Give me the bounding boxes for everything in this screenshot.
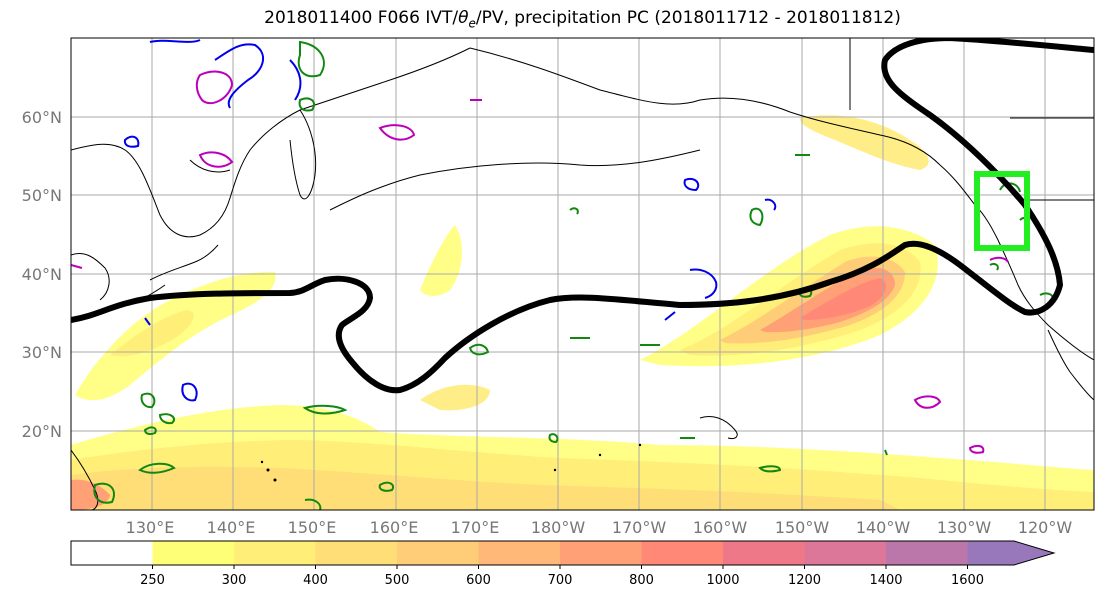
lon-label: 120°W — [1018, 518, 1073, 537]
lon-labels: 130°E 140°E 150°E 160°E 170°E 180°W 170°… — [126, 518, 1073, 537]
map-title: 2018011400 F066 IVT/θe/PV, precipitation… — [264, 8, 901, 31]
highlight-box — [974, 171, 1030, 251]
colorbar-segment — [478, 541, 561, 565]
ivt-patch-170e — [420, 225, 462, 296]
colorbar-segment — [560, 541, 642, 565]
lon-label: 150°W — [775, 518, 830, 537]
colorbar-segment — [804, 541, 887, 565]
map-border — [70, 37, 1095, 511]
colorbar-label: 1600 — [951, 573, 984, 588]
lat-label-40: 40°N — [22, 265, 62, 284]
colorbar-label: 500 — [385, 573, 410, 588]
pv-contours-blue — [123, 39, 777, 402]
islands — [260, 443, 642, 482]
colorbar-border — [70, 540, 1056, 566]
lon-label: 170°E — [451, 518, 500, 537]
colorbar-segment — [641, 541, 724, 565]
colorbar-label: 1200 — [788, 573, 821, 588]
lat-label-50: 50°N — [22, 186, 62, 205]
lat-label-20: 20°N — [22, 422, 62, 441]
colorbar-label: 250 — [140, 573, 165, 588]
lon-label: 160°E — [370, 518, 419, 537]
colorbar-segment — [234, 541, 316, 565]
colorbar-label: 700 — [548, 573, 573, 588]
colorbar-label: 400 — [303, 573, 328, 588]
lat-label-30: 30°N — [22, 343, 62, 362]
pv-contours-magenta — [71, 70, 1009, 454]
colorbar-extension — [967, 541, 1054, 565]
lon-label: 160°W — [693, 518, 748, 537]
lon-label: 130°E — [126, 518, 175, 537]
colorbar-label: 1000 — [706, 573, 739, 588]
lon-label: 140°E — [207, 518, 256, 537]
lon-label: 130°W — [937, 518, 992, 537]
colorbar-segment — [152, 541, 235, 565]
colorbar-segment — [397, 541, 479, 565]
coastlines — [71, 38, 1094, 510]
colorbar-label: 800 — [629, 573, 654, 588]
colorbar: 250 300 400 500 600 700 800 1000 1200 1400 1600 — [70, 540, 1056, 588]
lon-label: 170°W — [612, 518, 667, 537]
colorbar-segment — [315, 541, 398, 565]
colorbar-segment — [71, 541, 153, 565]
colorbar-segment — [886, 541, 968, 565]
graticule — [71, 38, 1094, 510]
colorbar-label: 300 — [222, 573, 247, 588]
lon-label: 180°W — [531, 518, 586, 537]
lat-labels: 60°N 50°N 40°N 30°N 20°N — [22, 108, 62, 441]
lon-label: 140°W — [856, 518, 911, 537]
lon-label: 150°E — [288, 518, 337, 537]
colorbar-label: 1400 — [869, 573, 902, 588]
jet-contour — [71, 38, 1094, 394]
ivt-alaska-band — [800, 115, 929, 170]
colorbar-segment — [723, 541, 805, 565]
colorbar-label: 600 — [466, 573, 491, 588]
lat-label-60: 60°N — [22, 108, 62, 127]
